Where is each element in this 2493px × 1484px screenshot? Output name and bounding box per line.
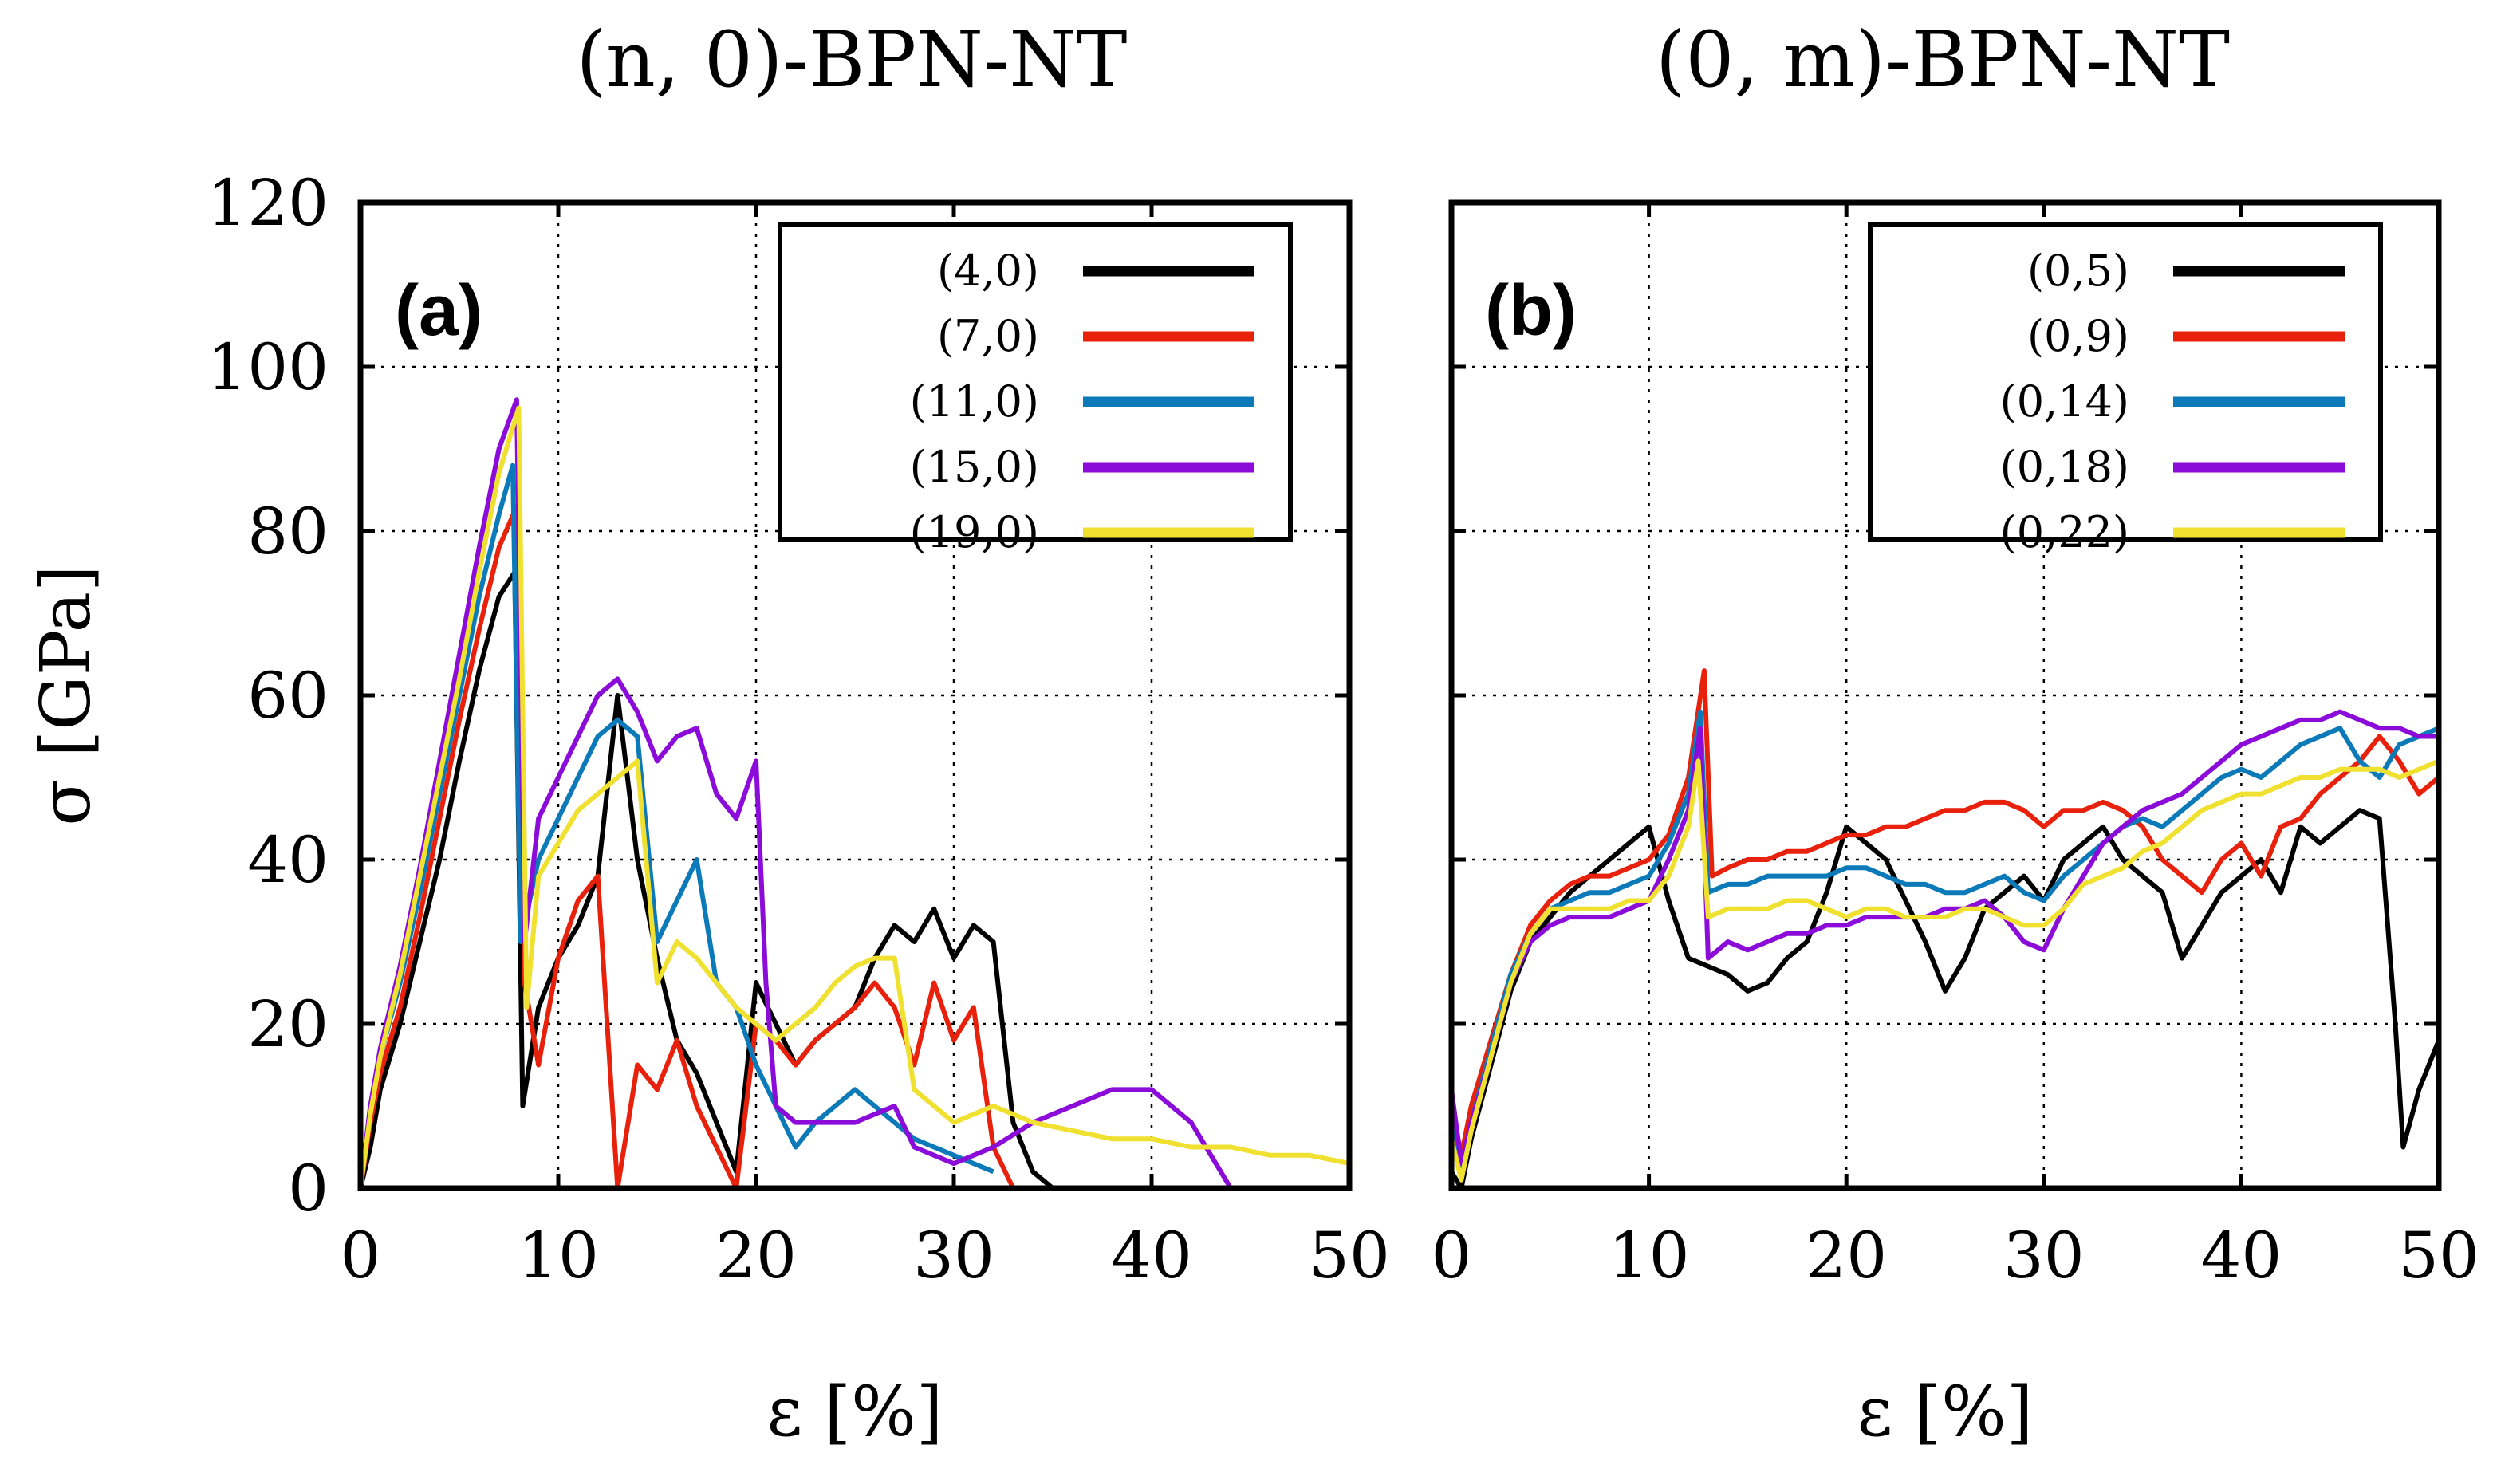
panel-label: (a) <box>395 271 482 351</box>
x-tick-label: 50 <box>1309 1218 1390 1293</box>
series-line-(0,14) <box>1451 709 2439 1175</box>
series-group <box>360 397 1349 1188</box>
y-tick-label: 80 <box>247 494 329 569</box>
series-line-(0,5) <box>1451 808 2439 1188</box>
panel-a: (n, 0)-BPN-NT 0 10 20 30 40 50 0 20 40 60 80 100 120 ε… <box>26 15 1390 1452</box>
y-tick-label: 100 <box>207 330 329 404</box>
series-group <box>1451 668 2439 1188</box>
y-tick-label: 20 <box>247 987 329 1061</box>
legend: (0,5) (0,9) (0,14) (0,18) (0,22) <box>1868 222 2383 557</box>
x-axis-label: ε [%] <box>767 1372 943 1452</box>
x-tick-label: 0 <box>341 1218 381 1293</box>
legend-label: (0,9) <box>2027 311 2129 361</box>
y-tick-label: 40 <box>247 823 329 897</box>
x-axis-label: ε [%] <box>1857 1372 2034 1452</box>
legend-box <box>1868 222 2383 542</box>
x-tick-label: 30 <box>2003 1218 2085 1293</box>
x-tick-label: 40 <box>1111 1218 1192 1293</box>
x-tick-label: 0 <box>1432 1218 1472 1293</box>
legend-label: (0,18) <box>2000 442 2129 492</box>
legend-label: (7,0) <box>937 311 1039 361</box>
x-tick-label: 20 <box>1806 1218 1887 1293</box>
x-tick-label: 50 <box>2398 1218 2479 1293</box>
series-line-(0,22) <box>1451 758 2439 1183</box>
y-axis-label: σ [GPa] <box>26 565 106 825</box>
legend-label: (4,0) <box>937 246 1039 296</box>
y-tick-label: 60 <box>247 659 329 733</box>
legend-label: (0,5) <box>2027 246 2129 296</box>
series-line-(0,9) <box>1451 668 2439 1158</box>
x-tick-label: 40 <box>2201 1218 2282 1293</box>
legend-label: (0,22) <box>2000 507 2129 557</box>
legend-label: (11,0) <box>910 376 1039 427</box>
x-tick-label: 10 <box>518 1218 599 1293</box>
x-tick-label: 20 <box>715 1218 797 1293</box>
panel-b: (0, m)-BPN-NT0 10 20 30 40 50ε [%](b)(0,5)(0,… <box>1432 15 2479 1452</box>
legend-label: (15,0) <box>910 442 1039 492</box>
legend: (4,0) (7,0) (11,0) (15,0) (19,0) <box>778 222 1293 557</box>
series-line-(15,0) <box>360 397 1233 1188</box>
legend-box <box>778 222 1293 542</box>
x-tick-label: 30 <box>913 1218 994 1293</box>
series-line-(19,0) <box>360 405 1349 1188</box>
legend-label: (0,14) <box>2000 376 2129 427</box>
panel-title: (n, 0)-BPN-NT <box>577 15 1128 104</box>
panel-title: (0, m)-BPN-NT <box>1656 15 2230 104</box>
x-tick-label: 10 <box>1609 1218 1690 1293</box>
grid-lines <box>1451 203 2439 1188</box>
y-tick-label: 120 <box>207 166 329 240</box>
y-tick-label: 0 <box>288 1151 329 1226</box>
panel-label: (b) <box>1485 271 1577 351</box>
series-line-(11,0) <box>360 463 994 1188</box>
legend-label: (19,0) <box>910 507 1039 557</box>
series-line-(4,0) <box>360 569 1073 1188</box>
series-line-(7,0) <box>360 504 1016 1188</box>
